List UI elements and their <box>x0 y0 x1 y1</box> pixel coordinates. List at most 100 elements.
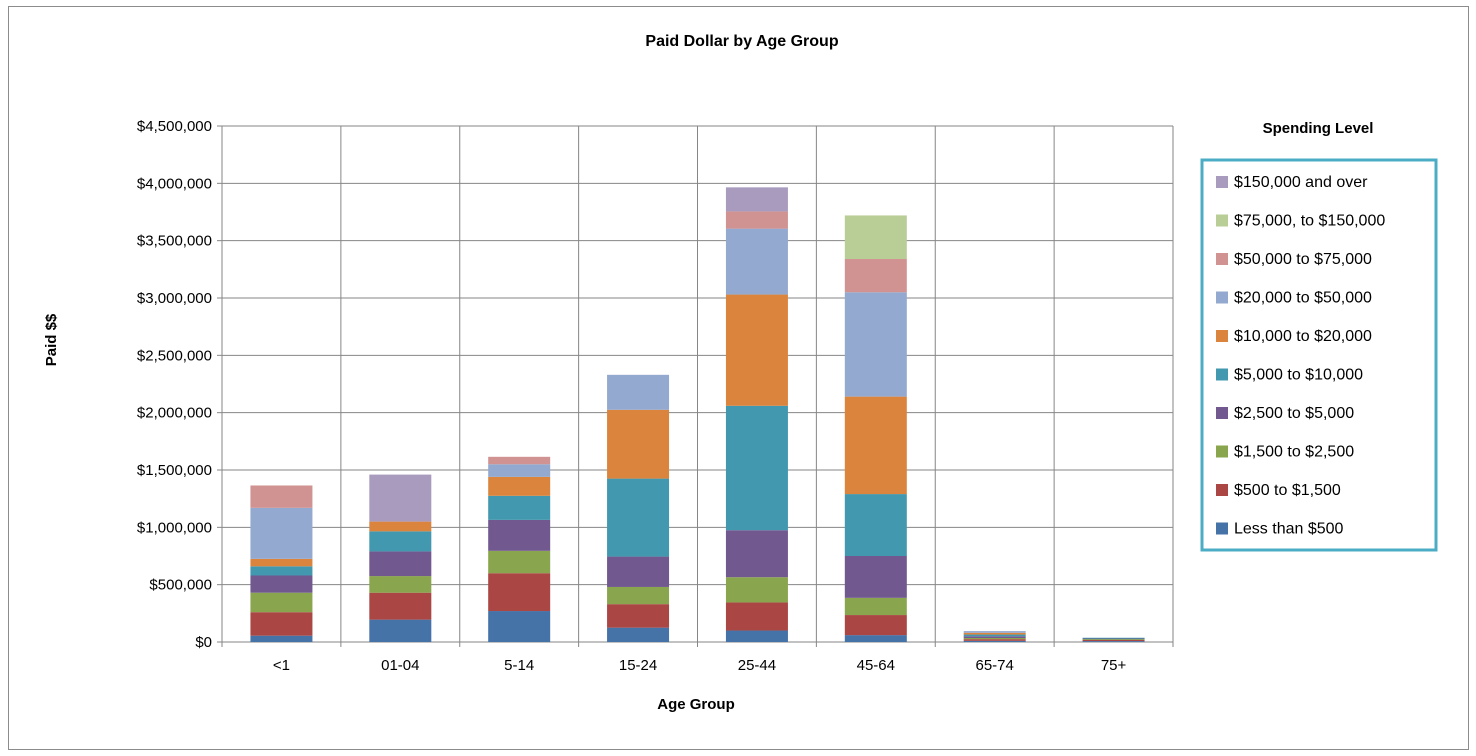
bar-segment <box>844 556 907 598</box>
legend-swatch <box>1216 253 1228 265</box>
bar-segment <box>1082 638 1145 640</box>
bar-segment <box>607 604 670 628</box>
bar-segment <box>250 592 313 613</box>
bar-segment <box>725 211 788 229</box>
y-tick-label: $4,000,000 <box>137 175 212 192</box>
bar-segment <box>488 519 551 551</box>
legend-label: $75,000, to $150,000 <box>1234 213 1385 230</box>
legend-swatch <box>1216 176 1228 188</box>
bar-segment <box>369 551 432 577</box>
legend-swatch <box>1216 445 1228 458</box>
bar-segment <box>250 485 313 508</box>
bar-segment <box>725 577 788 603</box>
bar-segment <box>844 396 907 495</box>
y-axis-label: Paid $$ <box>43 313 60 366</box>
bar-segment <box>488 495 551 520</box>
y-tick-label: $2,000,000 <box>137 405 212 422</box>
bars <box>250 187 1145 642</box>
bar-segment <box>963 639 1026 641</box>
bar-segment <box>250 612 313 636</box>
bar-segment <box>725 294 788 406</box>
bar-segment <box>844 635 907 642</box>
bar-segment <box>844 292 907 397</box>
bar-segment <box>369 474 432 522</box>
legend-label: Less than $500 <box>1234 521 1344 538</box>
bar-segment <box>963 634 1026 637</box>
legend-title: Spending Level <box>1263 120 1374 137</box>
legend-label: $50,000 to $75,000 <box>1234 251 1372 268</box>
bar-segment <box>1082 641 1145 642</box>
bar-segment <box>369 619 432 642</box>
bar-segment <box>369 531 432 552</box>
bar-segment <box>369 592 432 620</box>
legend-box <box>1200 158 1438 552</box>
bar-segment <box>250 635 313 642</box>
bar-segment <box>963 632 1026 635</box>
grid <box>217 125 1174 647</box>
bar-segment <box>725 530 788 578</box>
bar-segment <box>725 187 788 212</box>
bar-segment <box>963 640 1026 642</box>
bar-segment <box>963 631 1026 633</box>
x-tick-label: <1 <box>273 657 290 674</box>
bar-segment <box>963 636 1026 638</box>
bar-segment <box>844 597 907 616</box>
legend-swatch <box>1216 484 1228 496</box>
legend-label: $500 to $1,500 <box>1234 482 1341 499</box>
y-tick-label: $1,000,000 <box>137 519 212 536</box>
y-tick-label: $4,500,000 <box>137 118 212 135</box>
legend-label: $5,000 to $10,000 <box>1234 367 1363 384</box>
legend-swatch <box>1216 291 1228 304</box>
bar-segment <box>250 575 313 593</box>
bar-segment <box>250 566 313 576</box>
bar-segment <box>488 550 551 574</box>
legend-swatch <box>1216 214 1228 227</box>
legend-label: $2,500 to $5,000 <box>1234 405 1354 422</box>
bar-segment <box>1082 637 1145 639</box>
legend-swatch <box>1216 368 1228 381</box>
bar-segment <box>725 630 788 642</box>
legend: $150,000 and over $75,000, to $150,000 $50… <box>1200 158 1438 552</box>
x-tick-label: 01-04 <box>381 657 419 674</box>
bar-segment <box>607 409 670 479</box>
bar-segment <box>488 611 551 642</box>
x-tick-label: 75+ <box>1101 657 1127 674</box>
bar-segment <box>369 521 432 532</box>
bar-segment <box>250 507 313 559</box>
bar-segment <box>488 456 551 465</box>
bar-segment <box>1082 639 1145 640</box>
bar-segment <box>844 215 907 260</box>
bar-segment <box>488 476 551 496</box>
bar-segment <box>488 573 551 612</box>
legend-swatch <box>1216 522 1228 535</box>
legend-label: $1,500 to $2,500 <box>1234 444 1354 461</box>
bar-segment <box>250 558 313 567</box>
bar-segment <box>725 405 788 531</box>
x-axis-label: Age Group <box>657 696 735 713</box>
y-tick-label: $3,000,000 <box>137 290 212 307</box>
bar-segment <box>607 478 670 557</box>
y-tick-label: $2,500,000 <box>137 347 212 364</box>
y-tick-label: $500,000 <box>149 577 212 594</box>
bar-segment <box>1082 639 1145 642</box>
bar-segment <box>844 615 907 636</box>
y-tick-label: $1,500,000 <box>137 462 212 479</box>
legend-label: $150,000 and over <box>1234 174 1368 191</box>
bar-segment <box>607 627 670 642</box>
bar-segment <box>725 602 788 631</box>
bar-segment <box>607 374 670 410</box>
bar-segment <box>369 576 432 593</box>
bar-segment <box>844 494 907 556</box>
bar-segment <box>607 586 670 605</box>
x-tick-label: 45-64 <box>857 657 895 674</box>
y-tick-labels: $0 $500,000 $1,000,000 $1,500,000 $2,000,000… <box>137 118 212 651</box>
legend-swatch <box>1216 330 1228 342</box>
x-tick-label: 15-24 <box>619 657 657 674</box>
x-tick-label: 65-74 <box>976 657 1014 674</box>
bar-segment <box>963 637 1026 640</box>
y-tick-label: $0 <box>195 634 212 651</box>
x-tick-label: 5-14 <box>504 657 534 674</box>
x-tick-label: 25-44 <box>738 657 776 674</box>
bar-segment <box>725 228 788 295</box>
